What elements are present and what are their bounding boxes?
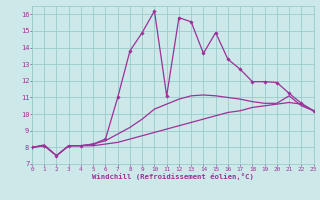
X-axis label: Windchill (Refroidissement éolien,°C): Windchill (Refroidissement éolien,°C) <box>92 173 254 180</box>
